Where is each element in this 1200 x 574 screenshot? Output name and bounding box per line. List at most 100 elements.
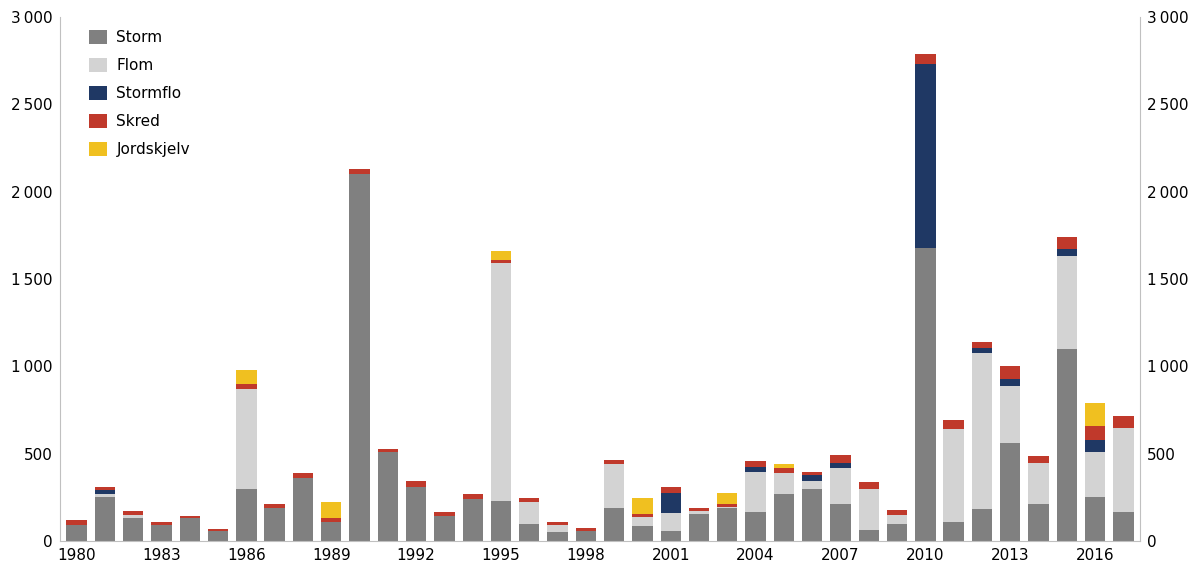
Bar <box>802 480 822 490</box>
Bar <box>434 512 455 515</box>
Bar <box>689 508 709 511</box>
Bar <box>95 497 115 541</box>
Bar <box>802 475 822 480</box>
Bar <box>1114 512 1134 541</box>
Bar <box>916 54 936 64</box>
Bar <box>151 525 172 541</box>
Bar <box>208 529 228 532</box>
Bar <box>322 522 342 541</box>
Bar <box>322 518 342 522</box>
Bar <box>520 525 540 541</box>
Bar <box>745 472 766 512</box>
Bar <box>1056 349 1076 541</box>
Bar <box>520 498 540 502</box>
Bar <box>887 525 907 541</box>
Bar <box>632 514 653 517</box>
Bar <box>491 251 511 260</box>
Bar <box>1028 456 1049 463</box>
Bar <box>745 460 766 467</box>
Bar <box>349 169 370 174</box>
Bar <box>689 511 709 514</box>
Bar <box>236 389 257 488</box>
Bar <box>774 473 794 494</box>
Bar <box>745 512 766 541</box>
Bar <box>972 509 992 541</box>
Bar <box>180 515 200 518</box>
Bar <box>774 494 794 541</box>
Bar <box>124 511 144 515</box>
Bar <box>1085 426 1105 440</box>
Bar <box>660 513 680 532</box>
Bar <box>1000 366 1020 379</box>
Bar <box>1000 379 1020 386</box>
Bar <box>1114 416 1134 428</box>
Bar <box>491 263 511 501</box>
Legend: Storm, Flom, Stormflo, Skred, Jordskjelv: Storm, Flom, Stormflo, Skred, Jordskjelv <box>89 30 190 157</box>
Bar <box>1114 428 1134 512</box>
Bar <box>1085 452 1105 497</box>
Bar <box>264 508 284 541</box>
Bar <box>491 501 511 541</box>
Bar <box>547 525 568 532</box>
Bar <box>972 348 992 353</box>
Bar <box>236 488 257 541</box>
Bar <box>830 505 851 541</box>
Bar <box>151 522 172 525</box>
Bar <box>293 478 313 541</box>
Bar <box>1056 249 1076 257</box>
Bar <box>491 260 511 263</box>
Bar <box>830 468 851 505</box>
Bar <box>830 463 851 468</box>
Bar <box>718 505 738 507</box>
Bar <box>660 532 680 541</box>
Bar <box>124 515 144 518</box>
Bar <box>916 247 936 541</box>
Bar <box>66 520 86 525</box>
Bar <box>236 370 257 384</box>
Bar <box>1085 403 1105 426</box>
Bar <box>1000 386 1020 443</box>
Bar <box>689 514 709 541</box>
Bar <box>802 490 822 541</box>
Bar <box>830 455 851 463</box>
Bar <box>604 508 624 541</box>
Bar <box>406 487 426 541</box>
Bar <box>576 532 596 541</box>
Bar <box>774 468 794 473</box>
Bar <box>547 532 568 541</box>
Bar <box>406 480 426 487</box>
Bar <box>95 487 115 490</box>
Bar <box>462 494 482 499</box>
Bar <box>887 510 907 515</box>
Bar <box>264 505 284 508</box>
Bar <box>378 452 398 541</box>
Bar <box>632 498 653 514</box>
Bar <box>462 499 482 541</box>
Bar <box>604 464 624 508</box>
Bar <box>208 532 228 541</box>
Bar <box>632 517 653 526</box>
Bar <box>858 530 878 541</box>
Bar <box>1028 463 1049 505</box>
Bar <box>718 493 738 505</box>
Bar <box>1085 440 1105 452</box>
Bar <box>1085 497 1105 541</box>
Bar <box>576 528 596 532</box>
Bar <box>660 487 680 493</box>
Bar <box>236 384 257 389</box>
Bar <box>858 482 878 490</box>
Bar <box>660 493 680 513</box>
Bar <box>972 353 992 509</box>
Bar <box>1028 505 1049 541</box>
Bar <box>1056 257 1076 349</box>
Bar <box>322 502 342 518</box>
Bar <box>95 490 115 494</box>
Bar <box>66 525 86 541</box>
Bar <box>972 342 992 348</box>
Bar <box>887 515 907 525</box>
Bar <box>1056 237 1076 249</box>
Bar <box>802 472 822 475</box>
Bar <box>943 522 964 541</box>
Bar <box>547 522 568 525</box>
Bar <box>774 464 794 468</box>
